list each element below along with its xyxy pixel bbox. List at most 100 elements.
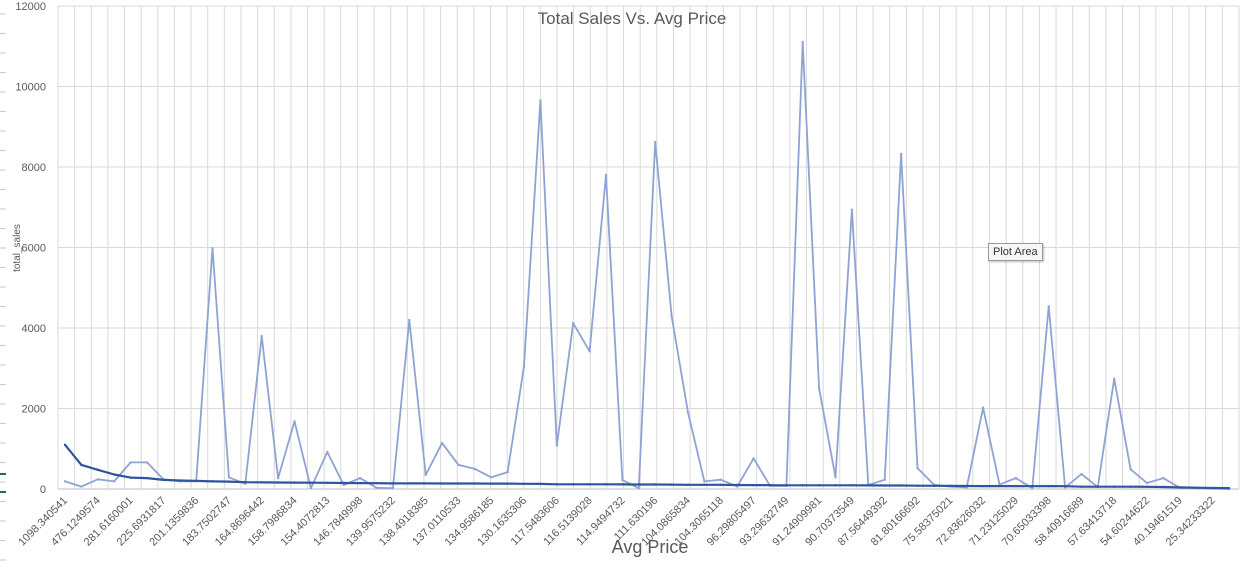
data-point <box>703 480 706 483</box>
data-point <box>555 444 559 447</box>
y-axis: 0 2000 4000 6000 8000 10000 12000 <box>15 1 46 496</box>
data-point <box>1014 484 1018 488</box>
data-point <box>129 476 132 479</box>
data-point <box>768 483 772 487</box>
data-point <box>981 406 985 409</box>
data-point <box>834 484 837 487</box>
data-point <box>1178 486 1182 489</box>
data-point <box>490 476 493 479</box>
data-point <box>358 476 362 480</box>
data-point <box>375 481 378 485</box>
data-point <box>637 486 641 490</box>
data-point <box>473 482 477 485</box>
data-point <box>621 478 624 482</box>
data-point <box>112 473 116 476</box>
data-point <box>588 350 591 353</box>
data-point <box>211 480 214 483</box>
data-point <box>1195 486 1198 489</box>
data-point <box>1080 472 1083 476</box>
data-point <box>703 483 706 487</box>
data-point <box>276 481 280 484</box>
data-point <box>227 476 231 479</box>
data-point <box>227 480 231 483</box>
data-point <box>1162 485 1165 489</box>
data-point <box>670 314 673 318</box>
data-point <box>653 140 657 144</box>
data-point <box>801 41 804 44</box>
data-point <box>457 463 460 467</box>
data-point <box>817 484 821 487</box>
data-point <box>539 482 542 486</box>
data-point <box>867 484 870 487</box>
y-axis-title: total_sales <box>12 224 23 272</box>
data-point <box>883 484 886 487</box>
data-point <box>1031 486 1034 490</box>
data-point <box>752 483 755 487</box>
data-point <box>916 466 919 470</box>
data-point <box>424 473 427 477</box>
data-point <box>244 480 247 484</box>
data-point <box>162 478 165 482</box>
data-point <box>949 484 952 488</box>
data-point <box>686 411 690 414</box>
data-point <box>1063 484 1067 488</box>
data-point <box>145 476 149 480</box>
data-point <box>326 450 329 454</box>
data-point <box>1162 476 1165 480</box>
data-point <box>129 461 132 464</box>
data-point <box>80 463 83 467</box>
data-point <box>1014 476 1018 480</box>
data-point <box>145 461 149 464</box>
data-point <box>719 483 722 487</box>
data-point <box>473 467 477 471</box>
data-point <box>735 483 739 487</box>
data-point <box>358 481 362 485</box>
data-point <box>932 484 936 487</box>
y-tick-label: 0 <box>40 484 46 496</box>
data-point <box>670 483 673 486</box>
data-point <box>801 484 804 487</box>
data-point <box>850 484 854 487</box>
data-point <box>375 486 378 489</box>
data-point <box>899 484 903 487</box>
data-point <box>834 476 837 479</box>
grid <box>57 5 1240 490</box>
data-point <box>1145 481 1149 485</box>
plot-area-tooltip: Plot Area <box>988 243 1043 261</box>
data-point <box>1227 486 1231 490</box>
chart-title: Total Sales Vs. Avg Price <box>538 9 727 28</box>
data-point <box>1080 485 1083 488</box>
data-point <box>63 443 67 447</box>
y-tick-label: 4000 <box>22 323 46 335</box>
data-point <box>555 483 559 486</box>
data-point <box>817 387 821 390</box>
data-point <box>211 247 214 250</box>
data-point <box>391 482 395 485</box>
data-point <box>604 483 608 486</box>
data-point <box>1129 468 1132 471</box>
data-point <box>276 476 280 480</box>
data-point <box>1031 484 1034 488</box>
data-point <box>539 99 542 102</box>
y-tick-label: 2000 <box>22 404 46 416</box>
data-point <box>883 478 886 481</box>
data-point <box>850 208 854 211</box>
data-point <box>440 482 444 485</box>
data-point <box>1113 377 1116 380</box>
data-point <box>309 486 313 490</box>
data-point <box>96 468 99 472</box>
data-point <box>112 480 116 483</box>
data-point <box>1145 485 1149 488</box>
data-point <box>785 484 788 487</box>
data-point <box>408 318 411 322</box>
data-point <box>391 486 395 490</box>
series-line <box>64 444 1230 490</box>
data-point <box>293 420 296 423</box>
data-point <box>490 482 493 485</box>
y-tick-label: 10000 <box>15 82 46 94</box>
data-point <box>588 483 591 486</box>
series-line <box>64 41 1230 490</box>
data-point <box>621 483 624 486</box>
